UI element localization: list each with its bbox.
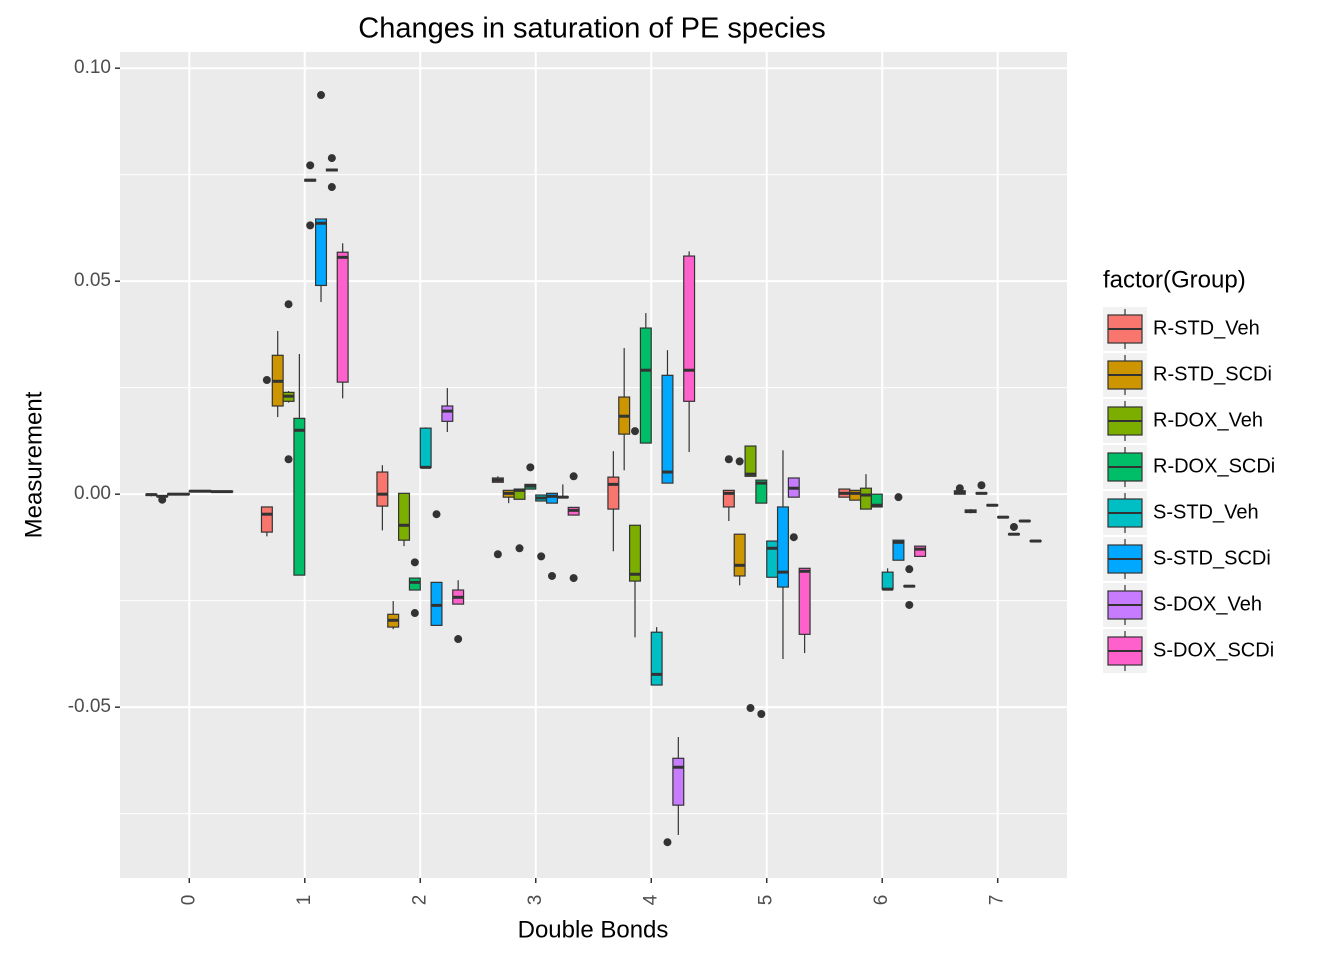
legend-label: R-DOX_SCDi (1153, 455, 1275, 477)
box (870, 493, 883, 508)
outlier (526, 463, 535, 472)
chart-title: Changes in saturation of PE species (358, 13, 826, 45)
box (859, 487, 872, 510)
outlier (977, 481, 986, 490)
outlier (547, 571, 556, 580)
outlier (955, 484, 964, 493)
legend-label: S-DOX_Veh (1153, 593, 1262, 615)
outlier (569, 472, 578, 481)
box (336, 251, 349, 383)
legend-label: R-DOX_Veh (1153, 409, 1263, 431)
box (441, 405, 454, 422)
outlier (746, 704, 755, 713)
outlier (724, 455, 733, 464)
outlier (493, 550, 502, 559)
outlier (905, 565, 914, 574)
x-tick-label: 4 (640, 894, 661, 905)
x-tick-label: 0 (178, 895, 199, 906)
box (683, 255, 696, 402)
legend-label: R-STD_SCDi (1153, 363, 1272, 385)
outlier (410, 609, 419, 618)
box (914, 545, 927, 557)
outlier (631, 427, 640, 436)
box (398, 492, 411, 541)
panel (120, 52, 1067, 878)
outlier (735, 457, 744, 466)
outlier (432, 510, 441, 519)
x-tick-label: 5 (756, 895, 777, 906)
legend-label: R-STD_Veh (1153, 317, 1260, 339)
y-tick-label: 0.10 (74, 57, 111, 78)
outlier (306, 161, 315, 170)
box (766, 540, 779, 578)
outlier (663, 838, 672, 847)
legend-title: factor(Group) (1103, 266, 1246, 293)
outlier (757, 709, 766, 718)
box (733, 533, 746, 577)
outlier (515, 544, 524, 553)
box (545, 492, 559, 504)
x-tick-label: 3 (525, 895, 546, 906)
outlier (306, 221, 315, 230)
outlier (284, 455, 293, 464)
x-axis-title: Double Bonds (518, 916, 669, 943)
outlier (262, 376, 271, 385)
outlier (894, 493, 903, 502)
outlier (284, 300, 293, 309)
box (419, 427, 432, 468)
box (376, 471, 389, 507)
box (798, 567, 811, 635)
outlier (789, 533, 798, 542)
box (639, 327, 652, 444)
outlier (1009, 522, 1018, 531)
outlier (327, 183, 336, 192)
box (628, 524, 642, 582)
y-tick-label: 0.00 (74, 483, 111, 504)
box (892, 539, 905, 561)
legend-label: S-DOX_SCDi (1153, 639, 1274, 661)
y-tick-label: 0.05 (74, 270, 111, 291)
box (881, 571, 894, 590)
outlier (454, 635, 463, 644)
box (755, 479, 768, 504)
outlier (537, 552, 546, 561)
outlier (317, 91, 326, 100)
outlier (410, 558, 419, 567)
box (849, 489, 862, 501)
box (776, 506, 789, 588)
y-tick-label: -0.05 (68, 696, 111, 717)
x-tick-label: 1 (294, 895, 315, 906)
box (650, 631, 663, 686)
box (408, 577, 421, 591)
box (722, 489, 735, 508)
outlier (905, 600, 914, 609)
outlier (158, 495, 167, 504)
y-axis-title: Measurement (20, 391, 47, 538)
box (260, 506, 273, 533)
x-tick-label: 2 (409, 895, 430, 906)
x-tick-label: 7 (987, 895, 1008, 906)
x-tick-label: 6 (871, 895, 892, 906)
box (293, 417, 306, 576)
legend-label: S-STD_SCDi (1153, 547, 1271, 569)
box (315, 218, 328, 287)
box (744, 445, 757, 477)
outlier (569, 574, 578, 583)
box (672, 757, 685, 806)
box (661, 374, 674, 484)
legend-label: S-STD_Veh (1153, 501, 1259, 523)
box (607, 476, 620, 510)
outlier (327, 154, 336, 163)
